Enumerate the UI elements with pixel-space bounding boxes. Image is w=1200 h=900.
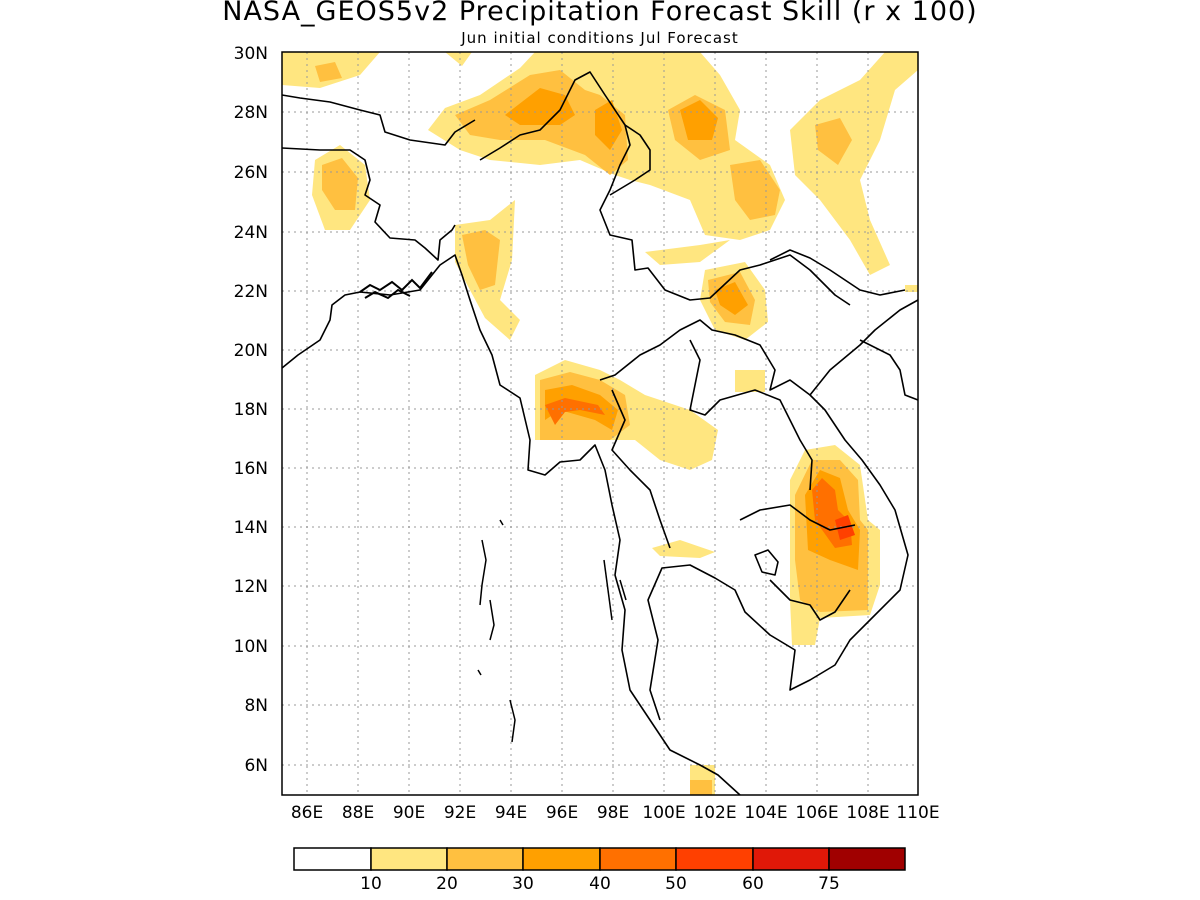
lat-label: 24N bbox=[234, 223, 268, 243]
longitude-labels: 86E 88E 90E 92E 94E 96E 98E 100E 102E 10… bbox=[291, 803, 940, 823]
colorbar-swatch bbox=[752, 847, 830, 871]
colorbar-swatch bbox=[293, 847, 372, 871]
andaman-islands bbox=[477, 519, 627, 743]
skill-region-20 bbox=[690, 780, 712, 795]
skill-region-20 bbox=[730, 160, 780, 220]
border-yunnan bbox=[609, 124, 651, 196]
colorbar: 10 20 30 40 50 60 75 bbox=[293, 847, 906, 894]
border-thailand-cambodia bbox=[739, 504, 856, 531]
lon-label: 94E bbox=[495, 803, 527, 823]
coastline-gulf-of-tonkin bbox=[859, 339, 919, 401]
skill-shading-layer bbox=[282, 52, 918, 795]
colorbar-label: 30 bbox=[512, 874, 534, 894]
colorbar-swatch bbox=[522, 847, 601, 871]
colorbar-swatch bbox=[446, 847, 524, 871]
border-india-nepal bbox=[281, 94, 476, 146]
skill-region-30 bbox=[680, 100, 718, 140]
border-india-myanmar bbox=[479, 71, 851, 306]
latitude-labels: 30N 28N 26N 24N 22N 20N 18N 16N 14N 12N … bbox=[234, 44, 268, 776]
skill-region-30 bbox=[505, 88, 575, 125]
skill-region-20 bbox=[462, 230, 500, 290]
lat-label: 6N bbox=[244, 756, 268, 776]
skill-region-10 bbox=[905, 285, 918, 292]
lon-label: 98E bbox=[597, 803, 629, 823]
lon-label: 102E bbox=[693, 803, 736, 823]
skill-region-30 bbox=[715, 282, 748, 315]
colorbar-label: 60 bbox=[742, 874, 764, 894]
lat-label: 8N bbox=[244, 696, 268, 716]
skill-region-10 bbox=[735, 370, 765, 392]
skill-region-20 bbox=[322, 158, 358, 210]
lat-label: 18N bbox=[234, 400, 268, 420]
lon-label: 92E bbox=[444, 803, 476, 823]
border-myanmar-laos-thailand bbox=[599, 319, 811, 396]
lon-label: 100E bbox=[642, 803, 685, 823]
border-thailand-laos bbox=[689, 339, 813, 491]
lon-label: 88E bbox=[342, 803, 374, 823]
lat-label: 28N bbox=[234, 103, 268, 123]
graticule bbox=[282, 52, 918, 795]
lat-label: 16N bbox=[234, 459, 268, 479]
colorbar-label: 20 bbox=[436, 874, 458, 894]
skill-region-20 bbox=[315, 62, 342, 82]
colorbar-swatch bbox=[599, 847, 677, 871]
lon-label: 108E bbox=[846, 803, 889, 823]
skill-region-10 bbox=[445, 52, 472, 66]
border-china-vietnam bbox=[769, 249, 906, 296]
colorbar-label: 40 bbox=[589, 874, 611, 894]
lat-label: 26N bbox=[234, 163, 268, 183]
lon-label: 90E bbox=[393, 803, 425, 823]
map-frame bbox=[281, 51, 919, 796]
skill-region-20 bbox=[815, 118, 852, 165]
skill-region-10 bbox=[790, 52, 918, 275]
colorbar-swatch bbox=[675, 847, 754, 871]
border-myanmar-thailand bbox=[611, 389, 671, 549]
lon-label: 86E bbox=[291, 803, 323, 823]
lon-label: 106E bbox=[795, 803, 838, 823]
lon-label: 104E bbox=[744, 803, 787, 823]
colorbar-swatch bbox=[370, 847, 448, 871]
colorbar-label: 10 bbox=[360, 874, 382, 894]
map-title: NASA_GEOS5v2 Precipitation Forecast Skil… bbox=[222, 0, 978, 27]
skill-region-10 bbox=[652, 540, 715, 558]
colorbar-label: 75 bbox=[818, 874, 840, 894]
lon-label: 96E bbox=[546, 803, 578, 823]
lon-label: 110E bbox=[896, 803, 939, 823]
skill-region-10 bbox=[645, 240, 730, 265]
lat-label: 14N bbox=[234, 518, 268, 538]
lat-label: 10N bbox=[234, 637, 268, 657]
tonle-sap-lake bbox=[754, 549, 779, 576]
lat-label: 22N bbox=[234, 282, 268, 302]
coastlines-borders bbox=[281, 71, 919, 796]
map-subtitle: Jun initial conditions Jul Forecast bbox=[461, 29, 739, 47]
border-india-bangladesh bbox=[281, 147, 456, 261]
lat-label: 12N bbox=[234, 577, 268, 597]
skill-region-40 bbox=[545, 398, 605, 425]
ganges-delta bbox=[359, 271, 433, 300]
lat-label: 30N bbox=[234, 44, 268, 64]
colorbar-swatch bbox=[828, 847, 906, 871]
coastline-gulf-of-thailand bbox=[647, 299, 919, 721]
colorbar-label: 50 bbox=[665, 874, 687, 894]
coastline-bay-of-bengal bbox=[281, 254, 741, 796]
lat-label: 20N bbox=[234, 341, 268, 361]
border-cambodia-vietnam bbox=[769, 579, 851, 621]
